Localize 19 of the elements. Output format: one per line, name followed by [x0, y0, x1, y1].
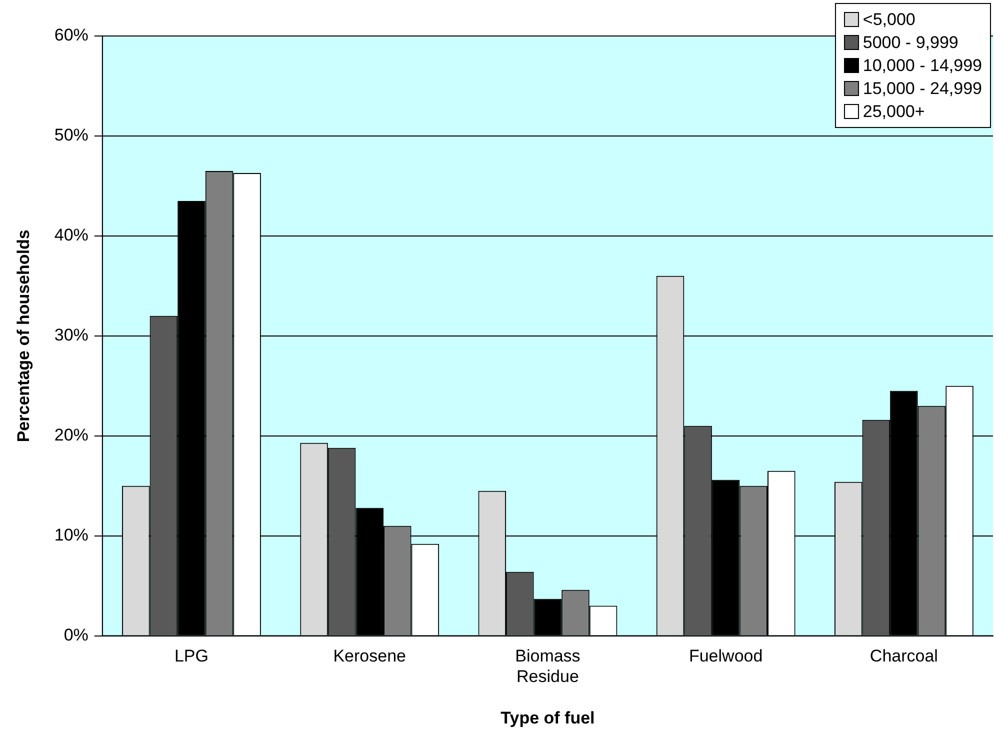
x-tick-label: Biomass Residue [515, 646, 580, 686]
x-tick-label: Kerosene [333, 646, 406, 666]
legend-label: 5000 - 9,999 [862, 32, 960, 54]
x-tick-label: LPG [174, 646, 208, 666]
x-tick-label: Fuelwood [688, 646, 763, 666]
y-tick-label: 40% [54, 226, 88, 245]
y-tick-label: 60% [54, 26, 88, 45]
legend-label: 15,000 - 24,999 [862, 78, 982, 100]
legend-label: 25,000+ [862, 100, 926, 122]
x-axis-title: Type of fuel [500, 708, 595, 728]
y-tick-label: 20% [54, 426, 88, 445]
x-tick-label: Charcoal [870, 646, 938, 666]
y-tick-label: 0% [64, 625, 88, 644]
legend-label: <5,000 [862, 8, 916, 30]
legend-label: 10,000 - 14,999 [862, 54, 982, 76]
y-tick-label: 10% [54, 526, 88, 545]
y-tick-label: 50% [54, 126, 88, 145]
y-axis-title: Percentage of households [14, 230, 33, 442]
y-tick-label: 30% [54, 326, 88, 345]
